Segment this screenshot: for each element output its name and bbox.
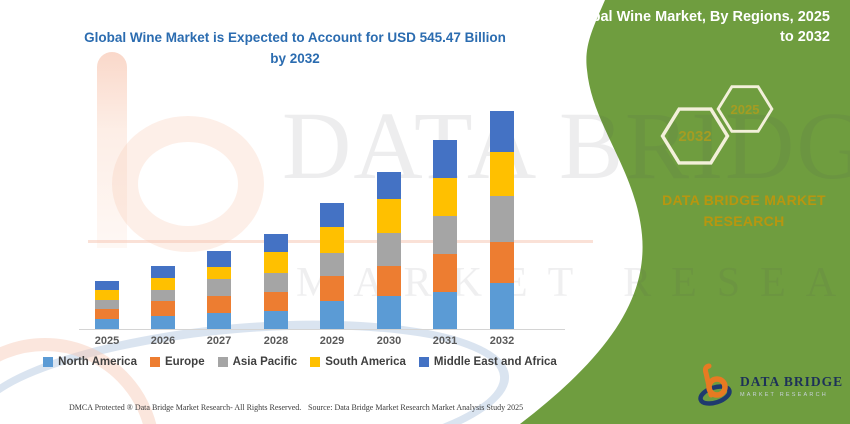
chart-title: Global Wine Market is Expected to Accoun… bbox=[84, 30, 506, 66]
legend-swatch-icon bbox=[217, 357, 228, 367]
bar-segment-2029-middle-east-and-africa bbox=[320, 202, 344, 227]
bar-2032 bbox=[490, 110, 514, 329]
legend-label: South America bbox=[325, 356, 406, 368]
bar-segment-2031-south-america bbox=[433, 178, 457, 216]
bar-segment-2025-north-america bbox=[95, 319, 119, 329]
bar-segment-2030-middle-east-and-africa bbox=[377, 171, 401, 199]
bar-segment-2028-north-america bbox=[264, 310, 288, 329]
legend-item-asia-pacific: Asia Pacific bbox=[217, 356, 298, 368]
bar-segment-2026-asia-pacific bbox=[151, 289, 175, 302]
x-axis-label-2026: 2026 bbox=[150, 335, 176, 347]
legend-item-middle-east-and-africa: Middle East and Africa bbox=[418, 356, 557, 368]
x-axis-label-2031: 2031 bbox=[432, 335, 458, 347]
bar-segment-2031-asia-pacific bbox=[433, 215, 457, 255]
data-bridge-logo-icon bbox=[698, 363, 732, 406]
bar-segment-2032-middle-east-and-africa bbox=[490, 110, 514, 153]
x-axis-label-2028: 2028 bbox=[263, 335, 289, 347]
bar-segment-2031-middle-east-and-africa bbox=[433, 140, 457, 179]
bar-segment-2028-europe bbox=[264, 291, 288, 311]
legend-swatch-icon bbox=[310, 357, 321, 367]
legend-label: Europe bbox=[164, 356, 205, 368]
bar-segment-2026-europe bbox=[151, 301, 175, 316]
data-bridge-logo: DATA BRIDGE MARKET RESEARCH bbox=[698, 362, 843, 410]
legend-swatch-icon bbox=[43, 357, 54, 367]
logo-subtitle: MARKET RESEARCH bbox=[740, 392, 828, 398]
bar-segment-2030-north-america bbox=[377, 295, 401, 329]
bar-segment-2030-south-america bbox=[377, 198, 401, 234]
bar-segment-2032-north-america bbox=[490, 282, 514, 329]
bar-2030 bbox=[377, 171, 401, 329]
bar-segment-2028-middle-east-and-africa bbox=[264, 234, 288, 252]
bar-segment-2031-north-america bbox=[433, 292, 457, 329]
bar-segment-2030-asia-pacific bbox=[377, 233, 401, 266]
bar-segment-2026-middle-east-and-africa bbox=[151, 265, 175, 278]
bar-2031 bbox=[433, 140, 457, 329]
bar-segment-2029-north-america bbox=[320, 300, 344, 329]
bar-2025 bbox=[95, 281, 119, 329]
bar-segment-2026-south-america bbox=[151, 277, 175, 290]
legend-item-north-america: North America bbox=[43, 356, 137, 368]
bar-segment-2027-south-america bbox=[207, 267, 231, 280]
bar-segment-2032-europe bbox=[490, 241, 514, 283]
green-panel-heading: Global Wine Market, By Regions, 2025 to … bbox=[567, 9, 830, 45]
bar-2028 bbox=[264, 234, 288, 329]
footer-dmca-text: DMCA Protected ® Data Bridge Market Rese… bbox=[69, 403, 302, 412]
x-axis-label-2029: 2029 bbox=[319, 335, 345, 347]
bar-segment-2029-south-america bbox=[320, 226, 344, 253]
bar-segment-2025-asia-pacific bbox=[95, 300, 119, 309]
hexagon-badge-2025: 2025 bbox=[716, 85, 774, 133]
footer-source-text: Source: Data Bridge Market Research Mark… bbox=[308, 403, 524, 412]
bar-segment-2026-north-america bbox=[151, 315, 175, 329]
bar-2027 bbox=[207, 250, 231, 329]
chart-legend: North America Europe Asia Pacific South Ame… bbox=[0, 356, 600, 368]
legend-label: Asia Pacific bbox=[232, 356, 298, 368]
logo-wordmark: DATA BRIDGE MARKET RESEARCH bbox=[740, 374, 843, 398]
bar-segment-2027-asia-pacific bbox=[207, 279, 231, 296]
bar-segment-2032-south-america bbox=[490, 152, 514, 197]
brand-text: DATA BRIDGE MARKET RESEARCH bbox=[662, 192, 826, 229]
legend-label: Middle East and Africa bbox=[433, 356, 557, 368]
bar-2026 bbox=[151, 265, 175, 329]
legend-swatch-icon bbox=[149, 357, 160, 367]
bar-segment-2030-europe bbox=[377, 265, 401, 296]
legend-item-south-america: South America bbox=[310, 356, 406, 368]
bar-segment-2028-south-america bbox=[264, 251, 288, 274]
bar-segment-2028-asia-pacific bbox=[264, 273, 288, 292]
bar-segment-2025-europe bbox=[95, 309, 119, 319]
x-axis-label-2032: 2032 bbox=[489, 335, 515, 347]
x-axis-label-2027: 2027 bbox=[206, 335, 232, 347]
bar-segment-2025-middle-east-and-africa bbox=[95, 281, 119, 290]
bar-segment-2027-north-america bbox=[207, 312, 231, 329]
logo-title: DATA BRIDGE bbox=[740, 374, 844, 389]
bar-segment-2032-asia-pacific bbox=[490, 196, 514, 242]
bar-segment-2029-europe bbox=[320, 275, 344, 301]
x-axis-label-2025: 2025 bbox=[94, 335, 120, 347]
bar-segment-2027-middle-east-and-africa bbox=[207, 250, 231, 268]
bar-segment-2031-europe bbox=[433, 254, 457, 293]
legend-label: North America bbox=[58, 356, 137, 368]
x-axis-label-2030: 2030 bbox=[376, 335, 402, 347]
legend-swatch-icon bbox=[418, 357, 429, 367]
x-axis-line bbox=[79, 329, 565, 330]
hexagon-year-label: 2025 bbox=[730, 101, 760, 117]
bar-segment-2025-south-america bbox=[95, 290, 119, 300]
bar-segment-2029-asia-pacific bbox=[320, 252, 344, 276]
bar-2029 bbox=[320, 202, 344, 329]
bar-segment-2027-europe bbox=[207, 295, 231, 313]
legend-item-europe: Europe bbox=[149, 356, 205, 368]
